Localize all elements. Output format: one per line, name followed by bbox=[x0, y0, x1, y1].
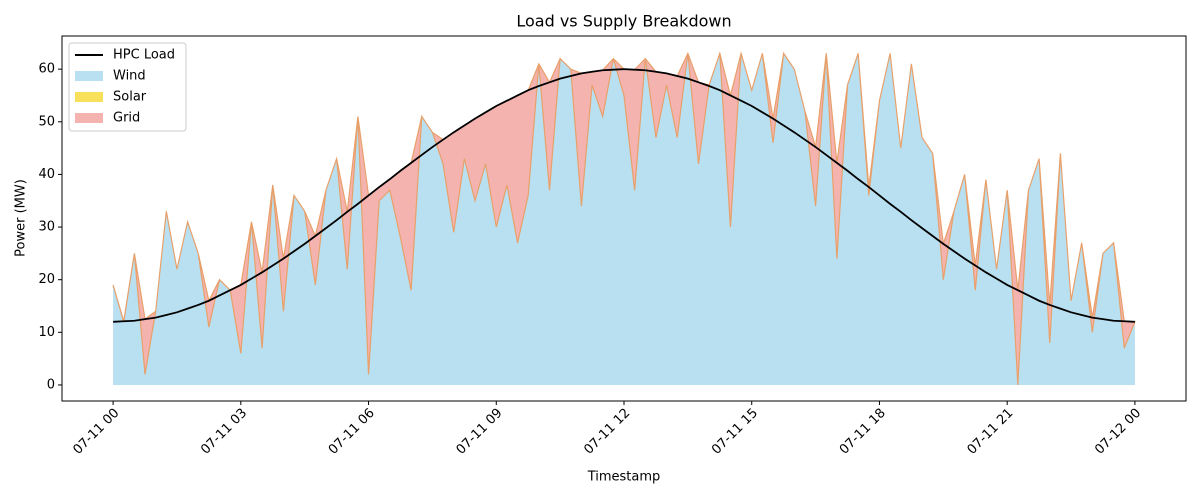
legend-frame bbox=[68, 42, 187, 132]
x-tick-label: 07-11 21 bbox=[965, 406, 1017, 458]
legend-swatch bbox=[75, 92, 103, 102]
legend-label: HPC Load bbox=[113, 48, 175, 63]
x-tick-label: 07-11 18 bbox=[837, 406, 889, 458]
y-tick-label: 50 bbox=[38, 114, 55, 129]
y-tick-label: 60 bbox=[38, 62, 55, 77]
x-tick-label: 07-11 15 bbox=[709, 406, 761, 458]
legend-swatch bbox=[75, 71, 103, 81]
y-tick-label: 10 bbox=[38, 325, 55, 340]
x-tick-label: 07-11 12 bbox=[581, 406, 633, 458]
x-tick-label: 07-11 00 bbox=[70, 406, 122, 458]
legend-label: Wind bbox=[113, 69, 146, 84]
y-axis-label: Power (MW) bbox=[14, 179, 29, 257]
x-tick-label: 07-12 00 bbox=[1092, 406, 1144, 458]
x-axis-label: Timestamp bbox=[587, 470, 661, 485]
legend-label: Solar bbox=[113, 90, 147, 105]
area bbox=[113, 53, 1135, 385]
x-tick-label: 07-11 06 bbox=[326, 406, 378, 458]
line bbox=[113, 68, 1135, 323]
x-tick-label: 07-11 09 bbox=[454, 406, 506, 458]
y-tick-label: 20 bbox=[38, 272, 55, 287]
chart-title: Load vs Supply Breakdown bbox=[516, 12, 731, 31]
x-tick-label: 07-11 03 bbox=[198, 406, 250, 458]
y-tick-label: 40 bbox=[38, 167, 55, 182]
y-tick-label: 30 bbox=[38, 220, 55, 235]
legend-swatch bbox=[75, 113, 103, 123]
y-tick-label: 0 bbox=[47, 377, 55, 392]
legend-label: Grid bbox=[113, 111, 140, 126]
